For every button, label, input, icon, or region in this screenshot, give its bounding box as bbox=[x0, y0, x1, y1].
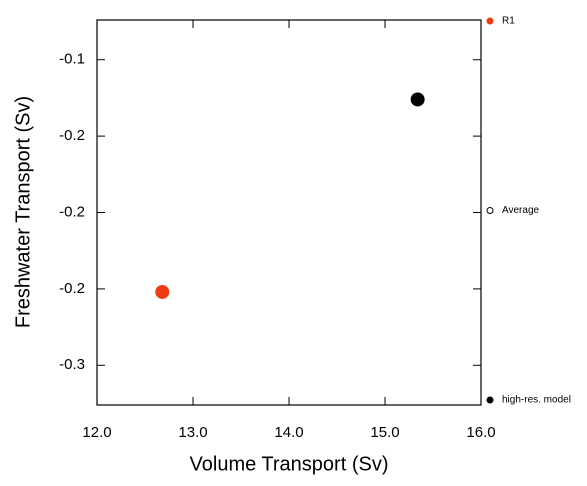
legend-label: high-res. model bbox=[502, 395, 571, 406]
scatter-point bbox=[410, 92, 425, 107]
legend-marker bbox=[486, 396, 494, 404]
y-tick-label: -0.2 bbox=[59, 280, 85, 297]
y-tick-label: -0.2 bbox=[59, 127, 85, 144]
x-axis-label: Volume Transport (Sv) bbox=[190, 453, 389, 475]
x-tick-label: 15.0 bbox=[370, 424, 399, 441]
y-tick-label: -0.2 bbox=[59, 203, 85, 220]
y-tick-label: -0.3 bbox=[59, 356, 85, 373]
legend-label: R1 bbox=[502, 16, 515, 27]
y-axis-label: Freshwater Transport (Sv) bbox=[12, 96, 34, 328]
x-tick-label: 12.0 bbox=[82, 424, 111, 441]
legend-marker bbox=[486, 207, 494, 214]
legend-label: Average bbox=[502, 205, 540, 216]
y-tick-label: -0.1 bbox=[59, 51, 85, 68]
scatter-point bbox=[155, 284, 170, 299]
legend-marker bbox=[486, 17, 494, 25]
x-tick-label: 13.0 bbox=[178, 424, 207, 441]
x-tick-label: 14.0 bbox=[274, 424, 303, 441]
x-tick-label: 16.0 bbox=[466, 424, 495, 441]
plot-frame bbox=[96, 19, 482, 406]
